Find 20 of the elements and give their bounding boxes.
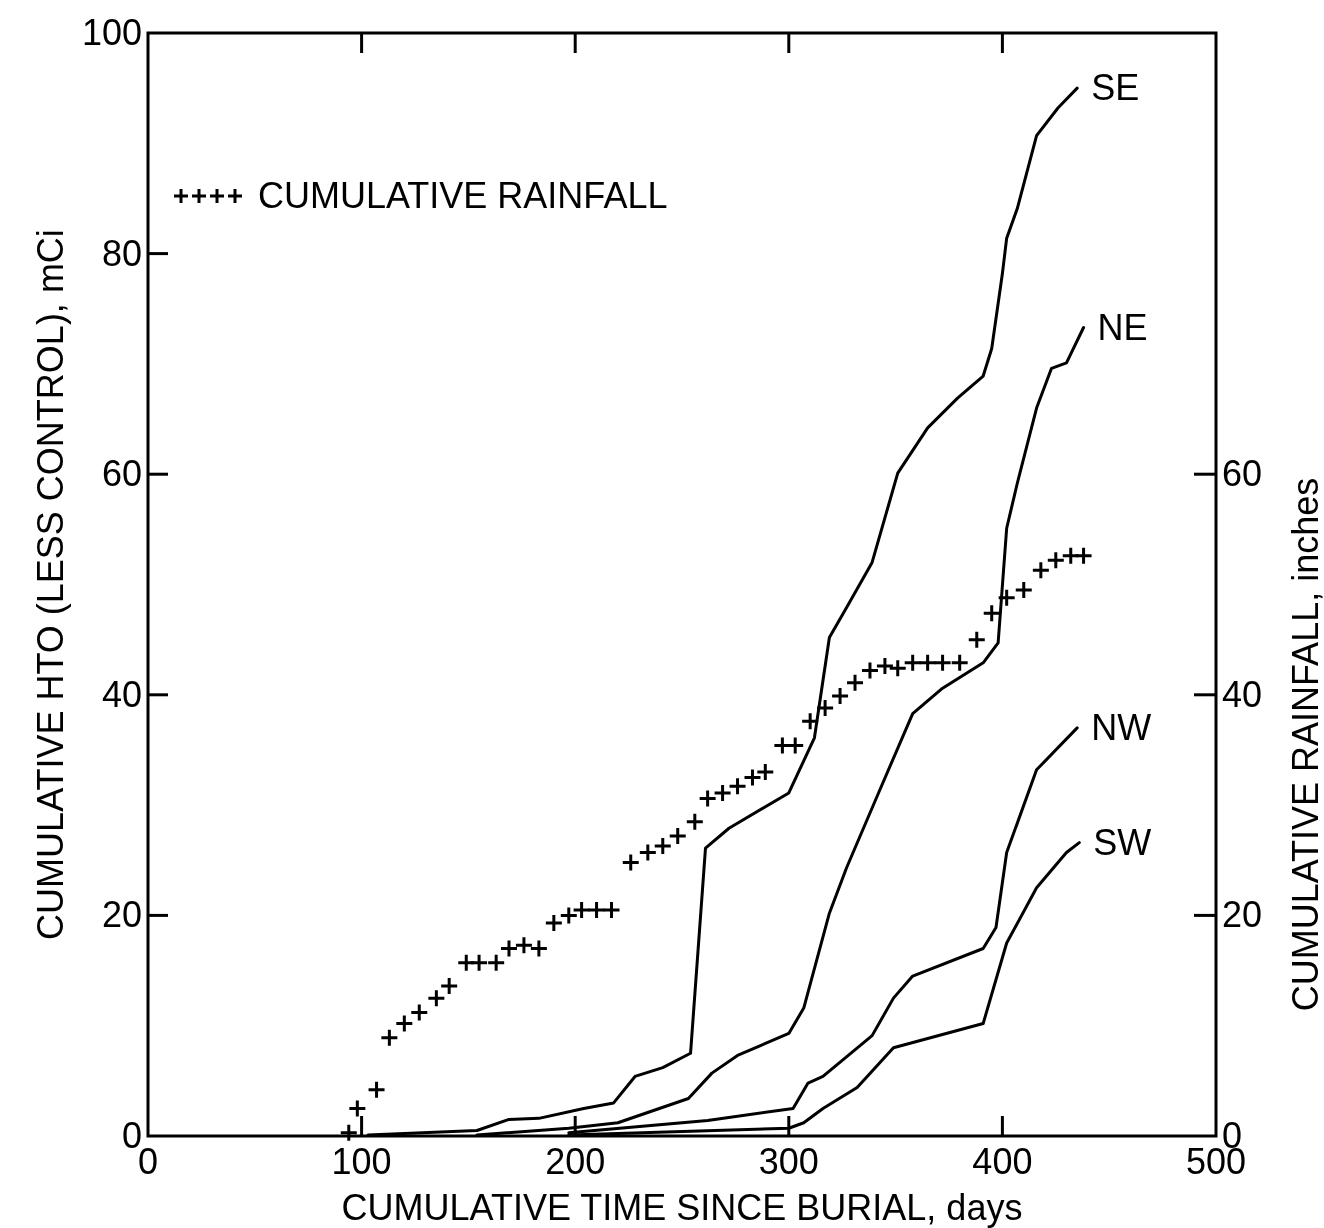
x-tick-label: 100 bbox=[331, 1141, 392, 1182]
legend-label: CUMULATIVE RAINFALL bbox=[258, 175, 668, 216]
x-axis-title: CUMULATIVE TIME SINCE BURIAL, days bbox=[341, 1187, 1023, 1228]
y2-tick-label: 40 bbox=[1222, 673, 1263, 715]
series-label: NE bbox=[1097, 306, 1148, 348]
x-tick-label: 400 bbox=[972, 1141, 1033, 1182]
y-tick-label: 20 bbox=[101, 894, 142, 936]
y-tick-label: 60 bbox=[101, 453, 142, 495]
y2-tick-label: 20 bbox=[1222, 894, 1263, 936]
y-tick-label: 40 bbox=[101, 673, 142, 715]
y-tick-label: 100 bbox=[81, 12, 142, 53]
y-axis-title: CUMULATIVE HTO (LESS CONTROL), mCi bbox=[30, 229, 71, 940]
y-tick-label: 80 bbox=[101, 232, 142, 274]
series-label: SE bbox=[1091, 67, 1140, 109]
series-label: SW bbox=[1093, 821, 1152, 863]
x-tick-label: 200 bbox=[545, 1141, 606, 1182]
series-label: NW bbox=[1091, 706, 1152, 748]
y2-tick-label: 60 bbox=[1222, 453, 1263, 495]
y2-axis-title: CUMULATIVE RAINFALL, inches bbox=[1285, 477, 1324, 1012]
x-tick-label: 300 bbox=[758, 1141, 819, 1182]
